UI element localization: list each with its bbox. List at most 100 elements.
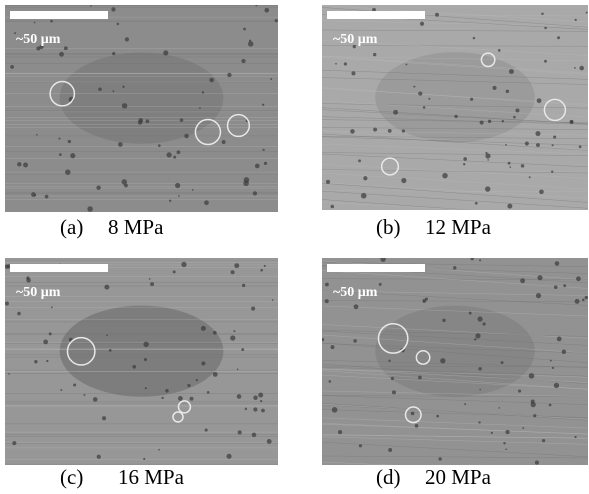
pit [207, 391, 210, 394]
pit [574, 436, 576, 438]
pit [181, 262, 186, 267]
pit [331, 345, 335, 349]
pit [5, 301, 9, 305]
pit [380, 256, 385, 261]
pit [104, 285, 109, 290]
pit [435, 13, 439, 17]
pit [12, 441, 16, 445]
pit [230, 335, 235, 340]
pit [262, 104, 264, 106]
pit [544, 60, 547, 63]
pit [442, 319, 445, 322]
pit [117, 23, 120, 26]
pit [531, 402, 536, 407]
pit [529, 373, 535, 379]
pit [204, 200, 209, 205]
pit [420, 22, 424, 26]
pit [252, 433, 257, 438]
pit [505, 430, 509, 434]
pit [253, 407, 257, 411]
pit [423, 106, 426, 109]
pit [112, 52, 115, 55]
pit [97, 455, 101, 459]
pit [436, 415, 439, 418]
pit [173, 270, 176, 273]
pit [418, 376, 422, 380]
pit [34, 360, 37, 363]
pit [358, 159, 361, 162]
pit [553, 135, 556, 138]
pit [65, 169, 70, 174]
pit [586, 12, 588, 14]
pit [10, 65, 14, 69]
pit [175, 183, 180, 188]
pit [260, 269, 263, 272]
pit [178, 195, 180, 197]
pit [325, 283, 329, 287]
pit [326, 180, 330, 184]
pit [554, 383, 559, 388]
pit [111, 7, 115, 11]
pit [158, 144, 161, 147]
pit [17, 312, 21, 316]
pit [169, 200, 171, 202]
pit [509, 69, 514, 74]
pit [363, 176, 367, 180]
pit [209, 78, 214, 83]
pit [96, 185, 100, 189]
pit [184, 134, 189, 139]
pit [163, 50, 168, 55]
pit [411, 412, 415, 416]
pit [243, 28, 246, 31]
pit [190, 397, 194, 401]
pit [402, 129, 405, 132]
pit [428, 98, 430, 100]
pit [43, 340, 48, 345]
pit [574, 67, 576, 69]
pit [264, 265, 266, 267]
pit [255, 164, 260, 169]
pit [90, 5, 92, 7]
pit [379, 283, 382, 286]
pit [73, 383, 76, 386]
pit [533, 414, 536, 417]
pit [391, 377, 394, 380]
pit [201, 326, 206, 331]
pit [98, 87, 102, 91]
panel-label: (a) [60, 215, 83, 239]
pit [238, 430, 242, 434]
pit [474, 338, 476, 340]
pit [491, 432, 493, 434]
pit [59, 153, 62, 156]
pit [202, 91, 204, 93]
pit [442, 173, 448, 179]
pit [518, 389, 521, 392]
sem-image: ~50 μm [5, 258, 278, 465]
pit [579, 66, 584, 71]
pit [51, 306, 53, 308]
pit [473, 37, 475, 39]
pit [557, 36, 560, 39]
pit [227, 73, 231, 77]
sem-image: ~50 μm [321, 256, 588, 474]
pit [537, 98, 542, 103]
pit [535, 131, 540, 136]
pit [551, 171, 553, 173]
scale-bar [10, 264, 108, 272]
pit [469, 312, 472, 315]
pit [361, 193, 367, 199]
pit [132, 365, 136, 369]
figure: ~50 μm(a)8 MPa~50 μm(b)12 MPa~50 μm(c)16… [0, 0, 589, 494]
pit [226, 454, 231, 459]
pit [552, 367, 554, 369]
pit [124, 184, 128, 188]
pit [125, 37, 129, 41]
pit [541, 12, 544, 15]
pit [196, 379, 198, 381]
pit [454, 115, 457, 118]
pit [413, 86, 415, 88]
scale-label: ~50 μm [16, 285, 61, 300]
dark-patch [60, 53, 224, 144]
pit [515, 108, 519, 112]
pit [549, 404, 552, 407]
